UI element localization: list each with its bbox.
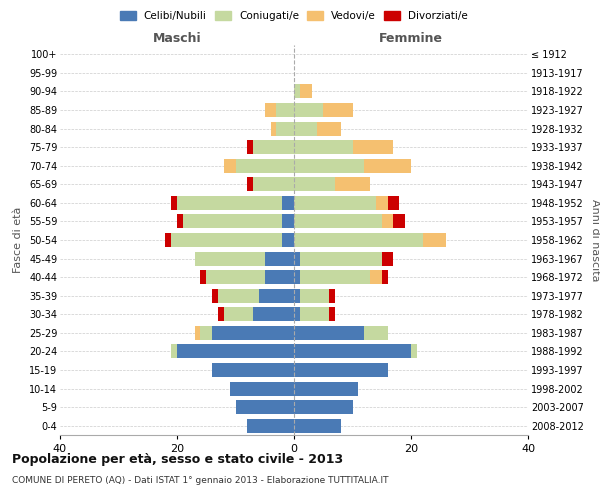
Bar [247,178,253,191]
Bar [294,178,335,191]
Bar [271,122,277,136]
Bar [183,214,283,228]
Bar [329,289,335,302]
Bar [230,382,294,396]
Bar [294,140,353,154]
Bar [294,363,388,377]
Legend: Celibi/Nubili, Coniugati/e, Vedovi/e, Divorziati/e: Celibi/Nubili, Coniugati/e, Vedovi/e, Di… [117,8,471,24]
Bar [265,103,277,117]
Bar [200,326,212,340]
Bar [294,214,382,228]
Y-axis label: Fasce di età: Fasce di età [13,207,23,273]
Bar [194,326,200,340]
Bar [394,214,405,228]
Bar [294,84,300,98]
Bar [194,252,265,266]
Bar [177,214,183,228]
Text: Maschi: Maschi [152,32,202,45]
Bar [277,103,294,117]
Bar [364,326,388,340]
Bar [323,103,353,117]
Bar [218,289,259,302]
Bar [283,196,294,210]
Bar [382,214,394,228]
Bar [423,233,446,247]
Bar [218,308,224,322]
Text: Popolazione per età, sesso e stato civile - 2013: Popolazione per età, sesso e stato civil… [12,452,343,466]
Bar [294,233,423,247]
Bar [294,252,300,266]
Bar [376,196,388,210]
Bar [253,140,294,154]
Bar [171,233,283,247]
Bar [294,103,323,117]
Bar [382,270,388,284]
Bar [335,178,370,191]
Bar [382,252,394,266]
Bar [171,196,177,210]
Bar [411,344,417,358]
Bar [253,178,294,191]
Bar [294,122,317,136]
Bar [300,84,311,98]
Text: Femmine: Femmine [379,32,443,45]
Y-axis label: Anni di nascita: Anni di nascita [590,198,600,281]
Bar [370,270,382,284]
Bar [206,270,265,284]
Text: COMUNE DI PERETO (AQ) - Dati ISTAT 1° gennaio 2013 - Elaborazione TUTTITALIA.IT: COMUNE DI PERETO (AQ) - Dati ISTAT 1° ge… [12,476,389,485]
Bar [294,326,364,340]
Bar [265,270,294,284]
Bar [294,400,353,414]
Bar [283,233,294,247]
Bar [253,308,294,322]
Bar [294,196,376,210]
Bar [224,308,253,322]
Bar [265,252,294,266]
Bar [388,196,400,210]
Bar [247,419,294,432]
Bar [294,419,341,432]
Bar [294,289,300,302]
Bar [177,344,294,358]
Bar [300,252,382,266]
Bar [294,270,300,284]
Bar [294,382,358,396]
Bar [317,122,341,136]
Bar [200,270,206,284]
Bar [294,344,411,358]
Bar [212,363,294,377]
Bar [300,308,329,322]
Bar [212,326,294,340]
Bar [235,159,294,172]
Bar [212,289,218,302]
Bar [329,308,335,322]
Bar [294,308,300,322]
Bar [283,214,294,228]
Bar [300,270,370,284]
Bar [259,289,294,302]
Bar [277,122,294,136]
Bar [294,159,364,172]
Bar [171,344,177,358]
Bar [300,289,329,302]
Bar [165,233,171,247]
Bar [177,196,283,210]
Bar [247,140,253,154]
Bar [364,159,411,172]
Bar [353,140,394,154]
Bar [224,159,235,172]
Bar [235,400,294,414]
